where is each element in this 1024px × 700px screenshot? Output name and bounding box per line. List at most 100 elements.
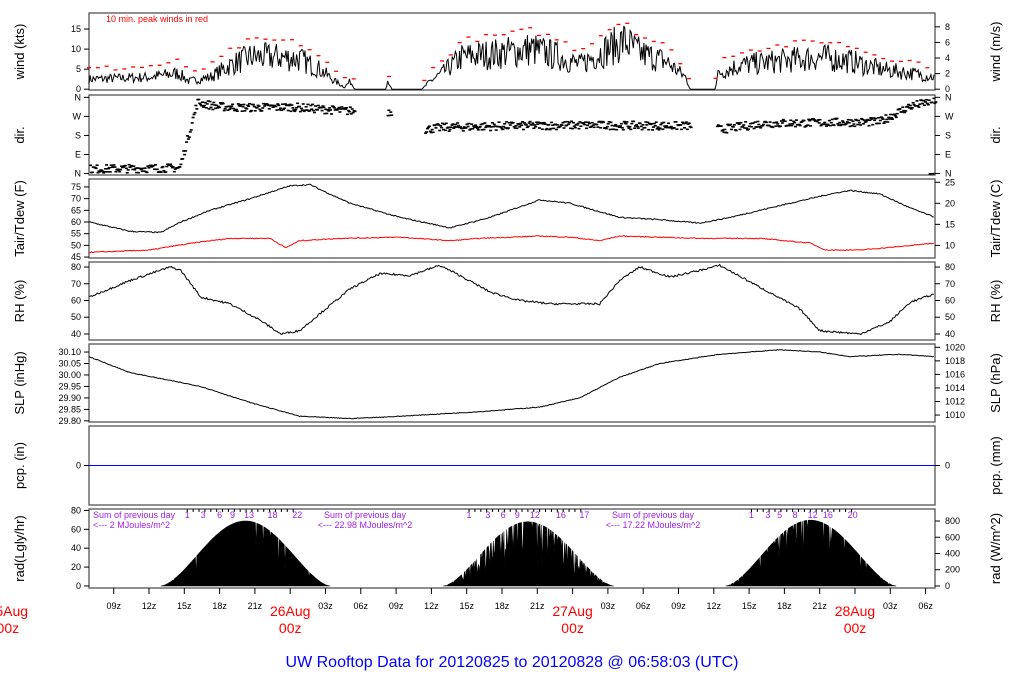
dir-point (522, 122, 526, 124)
sum-previous-day-label: Sum of previous day (93, 510, 176, 520)
dir-point (281, 103, 284, 105)
dir-point (277, 104, 281, 107)
dir-point (689, 126, 693, 129)
ytick-label-left: 30.05 (58, 359, 81, 369)
dir-point (815, 120, 819, 123)
ylabel-left-slp: SLP (inHg) (12, 351, 27, 414)
dir-point (218, 102, 222, 104)
dir-point (738, 128, 742, 131)
ytick-label-left: 15 (71, 24, 81, 34)
dir-point (444, 122, 448, 125)
dir-point (442, 123, 446, 126)
ytick-label-right: 1020 (945, 342, 965, 352)
dir-point (599, 127, 603, 129)
dir-point (667, 122, 670, 125)
dir-point (793, 121, 797, 124)
dir-point (752, 127, 756, 130)
dir-point (503, 123, 507, 125)
cumulative-rad-mark: 1 (185, 510, 190, 520)
dir-point (517, 123, 521, 126)
dir-point (608, 128, 612, 131)
ylabel-left-pcp: pcp. (in) (12, 442, 27, 489)
dir-point (914, 105, 918, 107)
dir-point (169, 163, 172, 166)
dir-point (206, 100, 210, 102)
dir-point (325, 112, 329, 115)
ytick-label-right: 800 (945, 516, 960, 526)
dir-point (605, 125, 609, 128)
dir-point (886, 121, 890, 123)
cumulative-rad-mark: 18 (268, 510, 278, 520)
ytick-label-left: 70 (71, 194, 81, 204)
dir-point (497, 121, 501, 123)
dir-point (336, 108, 340, 110)
dir-point (739, 121, 743, 124)
xtick-label: 18z (777, 601, 792, 611)
dir-point (840, 123, 844, 126)
dir-point (787, 124, 791, 127)
dir-point (191, 116, 195, 119)
dir-point (185, 141, 188, 143)
dir-point (869, 117, 873, 119)
date-label: 27Aug (552, 603, 592, 619)
cumulative-rad-mark: 3 (201, 510, 206, 520)
date-hour-label: 00z (561, 620, 584, 636)
dir-point (664, 126, 668, 129)
dir-point (506, 127, 510, 129)
dir-point (758, 126, 762, 128)
xtick-label: 18z (495, 601, 510, 611)
dir-point (932, 97, 936, 100)
dir-point (828, 124, 832, 127)
dir-point (554, 128, 558, 131)
ylabel-left-wind: wind (kts) (12, 24, 27, 81)
dir-point (202, 104, 206, 107)
dir-point (337, 106, 341, 109)
dir-point (917, 106, 921, 108)
dir-point (657, 129, 661, 131)
dir-point (170, 165, 173, 167)
ytick-label-left: 60 (71, 295, 81, 305)
dir-point (105, 171, 109, 173)
dir-point (308, 109, 312, 112)
dir-point (533, 124, 537, 126)
dir-point (181, 158, 185, 160)
dir-point (839, 124, 843, 127)
dir-point (165, 165, 169, 168)
date-hour-label: 00z (0, 620, 19, 636)
dir-point (388, 114, 392, 117)
dir-point (293, 110, 297, 113)
dir-point (441, 122, 444, 125)
ytick-label-right: W (945, 111, 954, 121)
dir-point (888, 118, 892, 120)
dir-point (849, 119, 853, 121)
dir-point (89, 164, 92, 167)
dir-point (267, 108, 271, 110)
wind-peak-annotation: 10 min. peak winds in red (106, 14, 208, 24)
dir-point (212, 101, 216, 104)
dir-point (271, 106, 275, 108)
ylabel-right-dir: dir. (988, 126, 1003, 143)
cumulative-rad-mark: 13 (244, 510, 254, 520)
cumulative-rad-mark: 12 (530, 510, 540, 520)
dir-point (285, 104, 289, 106)
dir-point (747, 128, 750, 130)
dir-point (229, 107, 233, 109)
dir-point (344, 108, 348, 110)
dir-point (830, 118, 834, 121)
dir-point (861, 123, 865, 125)
dir-point (756, 120, 760, 123)
ytick-label-right: 1018 (945, 356, 965, 366)
dir-point (124, 167, 128, 170)
dir-point (800, 120, 804, 123)
dir-point (138, 167, 142, 170)
dir-point (650, 123, 653, 125)
dir-point (146, 165, 150, 167)
dir-point (922, 99, 926, 102)
dir-point (802, 119, 806, 122)
dir-point (301, 103, 305, 105)
dir-point (789, 119, 793, 122)
dir-point (298, 105, 301, 108)
dir-point (857, 119, 861, 122)
dir-point (737, 123, 741, 125)
dir-point (586, 124, 589, 127)
